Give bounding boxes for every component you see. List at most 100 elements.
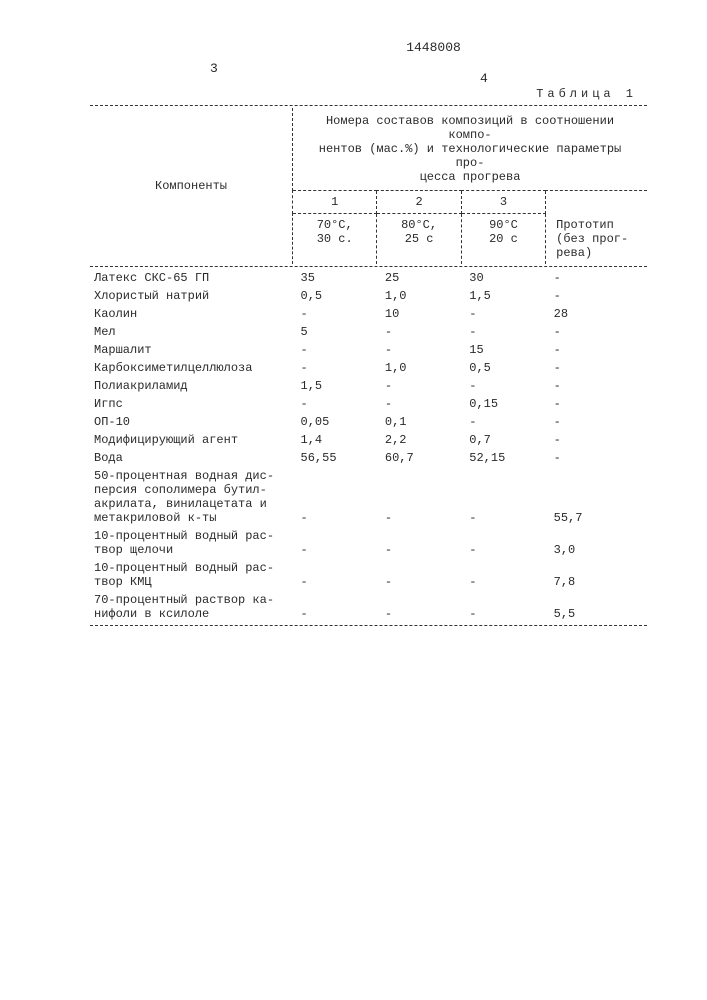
cell-value: 3,0 [546, 527, 647, 559]
cell-value: 5,5 [546, 591, 647, 623]
table-row: 70-процентный раствор ка- нифоли в ксило… [90, 591, 647, 623]
cell-value: - [377, 467, 461, 527]
cell-value: 5 [293, 323, 377, 341]
cell-value: - [546, 395, 647, 413]
cond-3: 90°С 20 с [461, 214, 545, 264]
divider [90, 105, 647, 106]
row-label: Полиакриламид [90, 377, 293, 395]
cell-value: 56,55 [293, 449, 377, 467]
cell-value: 52,15 [461, 449, 545, 467]
table-row: 10-процентный водный рас- твор щелочи---… [90, 527, 647, 559]
cell-value: - [546, 269, 647, 287]
cell-value: - [546, 287, 647, 305]
cell-value: - [546, 359, 647, 377]
cell-value: - [293, 359, 377, 377]
table-caption: Таблица 1 [90, 87, 647, 101]
cell-value: - [546, 413, 647, 431]
row-label: Хлористый натрий [90, 287, 293, 305]
table-header-row: Компоненты Номера составов композиций в … [90, 108, 647, 191]
table-row: ОП-100,050,1-- [90, 413, 647, 431]
row-label: Латекс СКС-65 ГП [90, 269, 293, 287]
col-num-2: 2 [377, 191, 461, 214]
cell-value: - [461, 323, 545, 341]
cell-value: - [293, 395, 377, 413]
col-components: Компоненты [90, 108, 293, 264]
table-row: Хлористый натрий0,51,01,5- [90, 287, 647, 305]
table-row: Маршалит--15- [90, 341, 647, 359]
cell-value: 15 [461, 341, 545, 359]
cell-value: 0,1 [377, 413, 461, 431]
cond-4: Прототип (без прог- рева) [546, 214, 647, 264]
cell-value: 1,5 [293, 377, 377, 395]
row-label: 10-процентный водный рас- твор щелочи [90, 527, 293, 559]
table-row: Мел5--- [90, 323, 647, 341]
cell-value: - [461, 467, 545, 527]
table-row: Латекс СКС-65 ГП352530- [90, 269, 647, 287]
row-label: 50-процентная водная дис- персия сополим… [90, 467, 293, 527]
cell-value: - [377, 323, 461, 341]
page-numbers: 3 4 [90, 61, 647, 87]
cell-value: 60,7 [377, 449, 461, 467]
row-label: Карбоксиметилцеллюлоза [90, 359, 293, 377]
cell-value: - [293, 467, 377, 527]
table-row: 10-процентный водный рас- твор КМЦ---7,8 [90, 559, 647, 591]
cell-value: - [546, 449, 647, 467]
cond-1: 70°С, 30 с. [293, 214, 377, 264]
row-label: Вода [90, 449, 293, 467]
cell-value: - [461, 305, 545, 323]
row-label: Каолин [90, 305, 293, 323]
cell-value: - [546, 431, 647, 449]
cell-value: 30 [461, 269, 545, 287]
cell-value: - [546, 341, 647, 359]
cell-value: 35 [293, 269, 377, 287]
cell-value: 0,7 [461, 431, 545, 449]
cell-value: - [461, 559, 545, 591]
cell-value: - [461, 377, 545, 395]
col-empty [546, 191, 647, 214]
cell-value: - [377, 377, 461, 395]
cell-value: 55,7 [546, 467, 647, 527]
cell-value: - [377, 591, 461, 623]
table-row: Каолин-10-28 [90, 305, 647, 323]
cell-value: 0,05 [293, 413, 377, 431]
table-row: Модифицирующий агент1,42,20,7- [90, 431, 647, 449]
cell-value: - [377, 341, 461, 359]
col-num-3: 3 [461, 191, 545, 214]
cell-value: - [461, 527, 545, 559]
cell-value: - [377, 395, 461, 413]
cell-value: 0,5 [461, 359, 545, 377]
col-span-header: Номера составов композиций в соотношении… [293, 108, 647, 191]
cell-value: - [546, 377, 647, 395]
cell-value: - [377, 527, 461, 559]
table-row: Игпс--0,15- [90, 395, 647, 413]
table-row: Полиакриламид1,5--- [90, 377, 647, 395]
composition-table: Компоненты Номера составов композиций в … [90, 108, 647, 628]
col-num-1: 1 [293, 191, 377, 214]
cell-value: 1,4 [293, 431, 377, 449]
row-label: 10-процентный водный рас- твор КМЦ [90, 559, 293, 591]
cell-value: - [377, 559, 461, 591]
cell-value: - [546, 323, 647, 341]
cell-value: 7,8 [546, 559, 647, 591]
cell-value: 1,5 [461, 287, 545, 305]
row-label: ОП-10 [90, 413, 293, 431]
cell-value: - [293, 341, 377, 359]
row-label: Модифицирующий агент [90, 431, 293, 449]
cell-value: - [461, 591, 545, 623]
cell-value: 25 [377, 269, 461, 287]
cell-value: - [293, 305, 377, 323]
cell-value: 0,5 [293, 287, 377, 305]
table-body: Латекс СКС-65 ГП352530-Хлористый натрий0… [90, 269, 647, 623]
page-container: 1448008 3 4 Таблица 1 Компоненты Номера … [0, 0, 707, 668]
page-num-right: 4 [480, 71, 488, 86]
table-row: Карбоксиметилцеллюлоза-1,00,5- [90, 359, 647, 377]
table-row: 50-процентная водная дис- персия сополим… [90, 467, 647, 527]
cell-value: 1,0 [377, 287, 461, 305]
table-row: Вода56,5560,752,15- [90, 449, 647, 467]
row-label: Мел [90, 323, 293, 341]
cell-value: 0,15 [461, 395, 545, 413]
row-label: Игпс [90, 395, 293, 413]
cond-2: 80°С, 25 с [377, 214, 461, 264]
row-label: Маршалит [90, 341, 293, 359]
cell-value: 1,0 [377, 359, 461, 377]
